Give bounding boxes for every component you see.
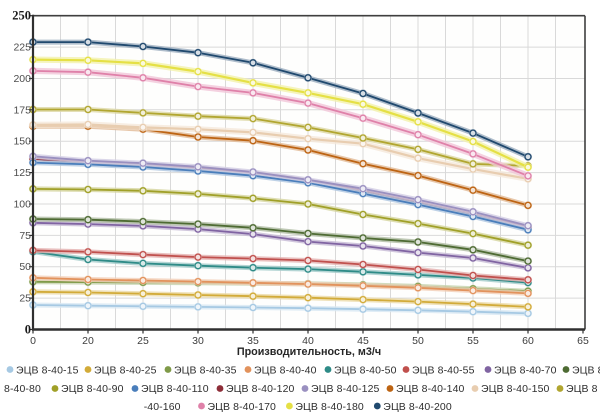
svg-text:65: 65: [577, 335, 589, 347]
svg-text:ЭЦВ 8-40-35: ЭЦВ 8-40-35: [174, 365, 237, 377]
svg-text:0: 0: [30, 335, 36, 347]
svg-text:45: 45: [357, 335, 369, 347]
svg-text:100: 100: [13, 199, 31, 211]
svg-text:ЭЦВ 8-40-150: ЭЦВ 8-40-150: [481, 383, 550, 395]
svg-text:ЭЦВ 8-40-70: ЭЦВ 8-40-70: [494, 365, 557, 377]
svg-text:50: 50: [19, 261, 31, 273]
svg-text:30: 30: [192, 335, 204, 347]
svg-text:ЭЦВ 8-40-170: ЭЦВ 8-40-170: [208, 401, 277, 413]
svg-text:25: 25: [137, 335, 149, 347]
svg-text:200: 200: [13, 73, 31, 85]
svg-text:ЭЦВ 8-40-90: ЭЦВ 8-40-90: [61, 383, 124, 395]
svg-text:40: 40: [302, 335, 314, 347]
svg-text:55: 55: [467, 335, 479, 347]
svg-text:60: 60: [522, 335, 534, 347]
svg-text:ЭЦВ 8-40-110: ЭЦВ 8-40-110: [141, 383, 209, 395]
svg-text:ЭЦВ 8-40-55: ЭЦВ 8-40-55: [412, 365, 475, 377]
svg-text:125: 125: [13, 167, 31, 179]
svg-text:25: 25: [19, 293, 31, 305]
svg-text:ЭЦВ 8-40-120: ЭЦВ 8-40-120: [226, 383, 295, 395]
svg-text:ЭЦВ 8-40-180: ЭЦВ 8-40-180: [295, 401, 364, 413]
svg-text:ЭЦВ 8-40-50: ЭЦВ 8-40-50: [334, 365, 397, 377]
svg-text:Производительность, м3/ч: Производительность, м3/ч: [237, 346, 381, 358]
svg-text:175: 175: [13, 104, 31, 116]
svg-text:ЭЦВ 8: ЭЦВ 8: [572, 365, 600, 377]
svg-text:150: 150: [13, 136, 31, 148]
svg-text:35: 35: [247, 335, 259, 347]
svg-text:ЭЦВ 8: ЭЦВ 8: [566, 383, 598, 395]
svg-text:250: 250: [12, 9, 31, 23]
svg-text:0: 0: [25, 323, 31, 337]
svg-text:20: 20: [82, 335, 94, 347]
svg-text:50: 50: [412, 335, 424, 347]
svg-text:-40-160: -40-160: [144, 401, 181, 413]
svg-text:ЭЦВ 8-40-15: ЭЦВ 8-40-15: [16, 365, 79, 377]
svg-text:ЭЦВ 8-40-125: ЭЦВ 8-40-125: [311, 383, 380, 395]
svg-text:ЭЦВ 8-40-25: ЭЦВ 8-40-25: [94, 365, 157, 377]
svg-text:ЭЦВ 8-40-140: ЭЦВ 8-40-140: [396, 383, 465, 395]
svg-text:8-40-80: 8-40-80: [4, 383, 41, 395]
svg-text:225: 225: [13, 42, 31, 54]
svg-text:75: 75: [19, 230, 31, 242]
svg-text:ЭЦВ 8-40-200: ЭЦВ 8-40-200: [383, 401, 452, 413]
svg-text:ЭЦВ 8-40-40: ЭЦВ 8-40-40: [254, 365, 317, 377]
